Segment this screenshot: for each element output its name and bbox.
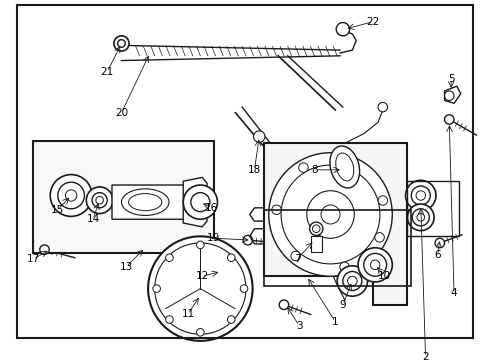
Circle shape	[337, 266, 368, 296]
Ellipse shape	[330, 146, 360, 188]
Text: 17: 17	[26, 254, 40, 264]
Text: 11: 11	[181, 309, 195, 319]
Polygon shape	[311, 236, 322, 252]
Circle shape	[86, 187, 113, 213]
Circle shape	[166, 254, 173, 261]
Text: 18: 18	[248, 165, 261, 175]
Circle shape	[240, 285, 248, 292]
Text: 9: 9	[340, 300, 346, 310]
Circle shape	[227, 254, 235, 261]
Circle shape	[300, 229, 310, 238]
Polygon shape	[444, 86, 461, 103]
Text: 1: 1	[332, 317, 339, 327]
Circle shape	[349, 161, 358, 170]
Text: 5: 5	[448, 73, 455, 84]
Circle shape	[435, 238, 444, 248]
Circle shape	[253, 131, 265, 142]
Circle shape	[358, 248, 392, 282]
Circle shape	[375, 233, 384, 242]
Circle shape	[269, 153, 392, 276]
Polygon shape	[183, 177, 207, 227]
Circle shape	[166, 316, 173, 323]
Text: 4: 4	[451, 288, 457, 298]
Circle shape	[279, 300, 289, 310]
Text: 13: 13	[120, 262, 133, 272]
Circle shape	[314, 241, 323, 251]
Circle shape	[310, 222, 323, 235]
Polygon shape	[112, 185, 188, 219]
Circle shape	[196, 329, 204, 336]
Circle shape	[299, 163, 308, 172]
Text: 20: 20	[115, 108, 128, 118]
Circle shape	[219, 267, 228, 276]
Text: 19: 19	[207, 233, 220, 243]
Circle shape	[148, 236, 253, 341]
Text: 8: 8	[311, 165, 318, 175]
Circle shape	[340, 262, 349, 271]
Circle shape	[272, 205, 281, 215]
Circle shape	[291, 251, 300, 261]
Circle shape	[40, 245, 49, 255]
Bar	[407, 181, 459, 236]
Text: 3: 3	[296, 321, 302, 330]
Text: 7: 7	[294, 254, 300, 264]
Circle shape	[243, 235, 253, 245]
Circle shape	[183, 185, 218, 219]
Text: 21: 21	[100, 67, 114, 77]
Circle shape	[444, 115, 454, 124]
Text: 14: 14	[86, 214, 99, 224]
Circle shape	[406, 180, 436, 211]
Circle shape	[378, 102, 388, 112]
Text: 2: 2	[422, 352, 429, 360]
Text: 16: 16	[205, 203, 219, 213]
Circle shape	[336, 23, 349, 36]
Text: 10: 10	[378, 271, 391, 281]
Text: 22: 22	[367, 17, 380, 27]
Circle shape	[50, 175, 92, 216]
Circle shape	[153, 285, 160, 292]
Text: 12: 12	[196, 271, 209, 281]
Text: 15: 15	[51, 205, 65, 215]
Polygon shape	[264, 143, 407, 305]
Text: 6: 6	[435, 250, 441, 260]
Circle shape	[444, 91, 454, 100]
Circle shape	[408, 204, 434, 231]
Bar	[264, 210, 411, 286]
Circle shape	[114, 36, 129, 51]
Bar	[33, 141, 214, 253]
Circle shape	[227, 316, 235, 323]
Circle shape	[378, 196, 388, 205]
Circle shape	[196, 241, 204, 249]
